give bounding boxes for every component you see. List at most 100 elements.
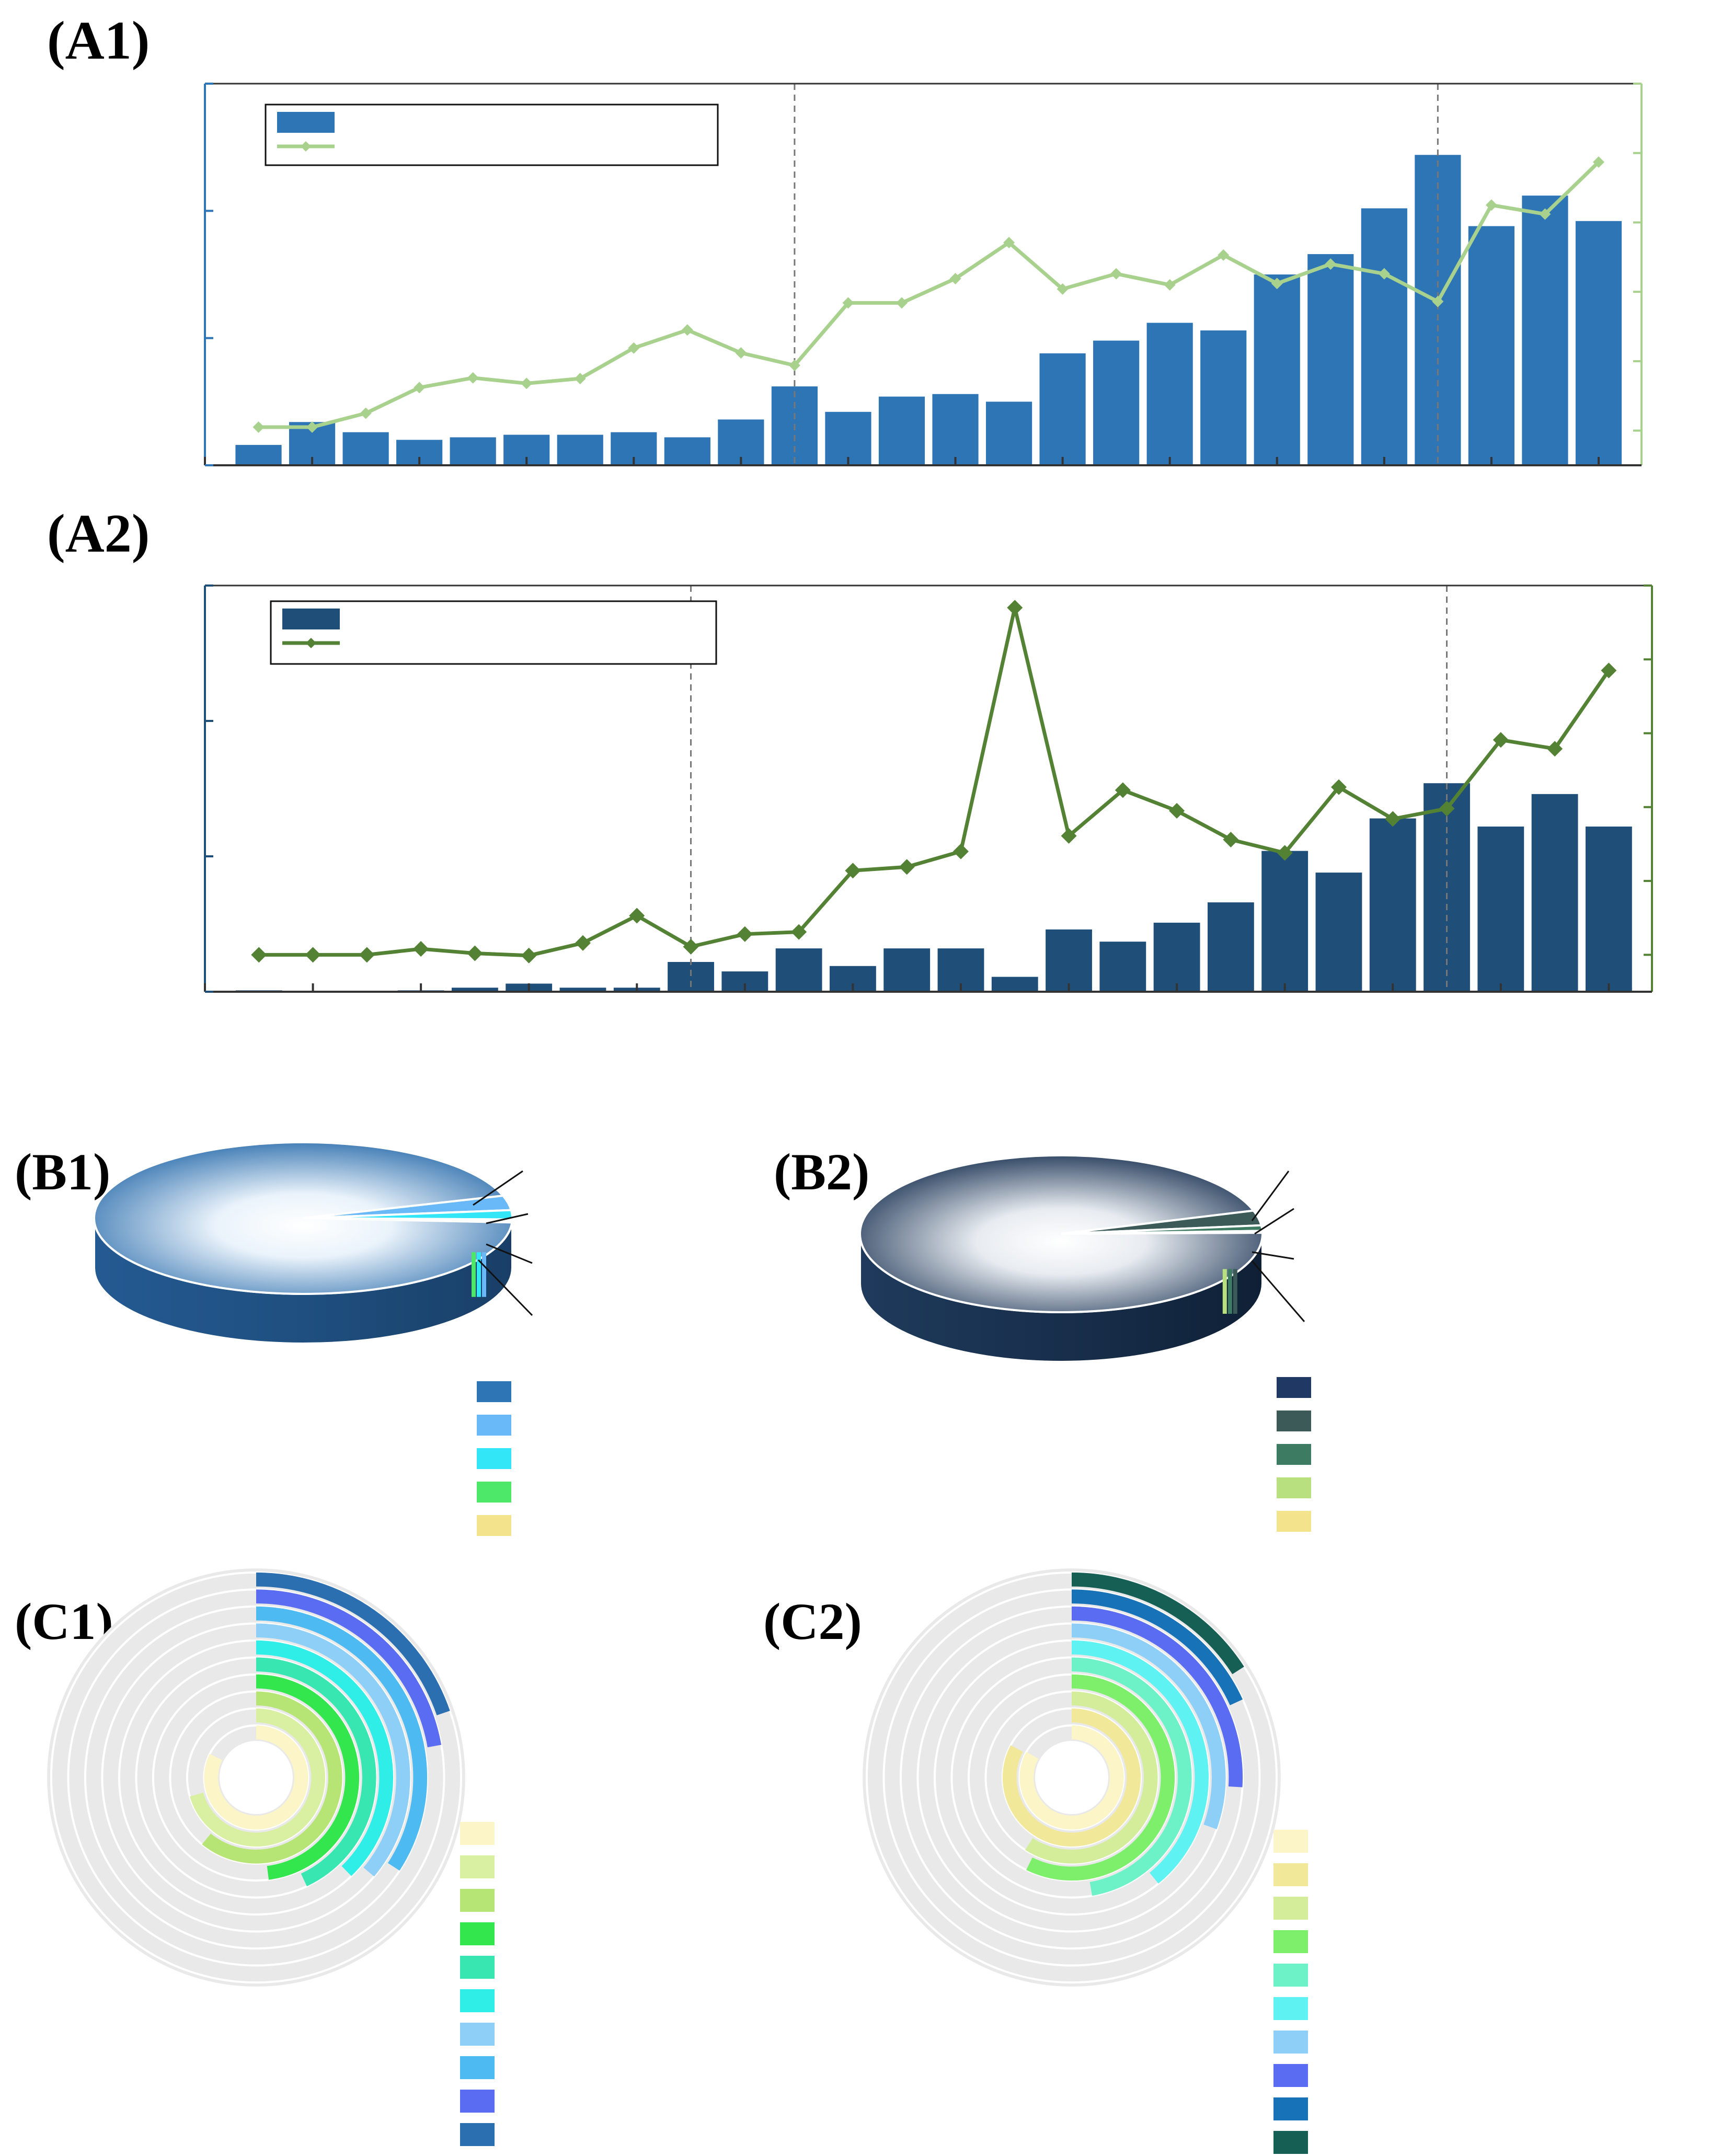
pie-side-sliver-3 xyxy=(472,1252,476,1297)
citation-point-2001 xyxy=(360,407,372,419)
bar-2024 xyxy=(1585,827,1632,992)
radial-bar-8 xyxy=(256,1589,442,1748)
citation-point-2016 xyxy=(1164,279,1176,291)
pie-legend-swatch-0 xyxy=(1277,1377,1311,1398)
panel-label-c2: (C2) xyxy=(763,1592,862,1650)
bar-2013 xyxy=(991,977,1038,992)
citation-point-2023 xyxy=(1547,741,1563,757)
chart-c1 xyxy=(47,1568,495,2146)
bar-2018 xyxy=(1261,851,1309,992)
legend-marker-citations xyxy=(301,141,311,152)
panel-label-b2: (B2) xyxy=(774,1143,869,1201)
radial-legend-swatch-8 xyxy=(460,2090,495,2113)
radial-legend-swatch-6 xyxy=(1273,2031,1308,2054)
citation-point-2006 xyxy=(628,342,640,354)
radial-bar-7 xyxy=(1071,1606,1243,1787)
citation-point-2009 xyxy=(791,924,807,940)
citation-point-2005 xyxy=(574,373,586,385)
citation-point-2013 xyxy=(1003,236,1015,248)
bar-2010 xyxy=(825,411,871,465)
chart-b1 xyxy=(93,1141,533,1536)
pie-leader-3 xyxy=(486,1243,533,1264)
citation-point-2019 xyxy=(1325,258,1337,270)
citation-point-2020 xyxy=(1385,811,1401,827)
radial-bar-0 xyxy=(204,1725,308,1830)
radial-legend-swatch-4 xyxy=(1273,1964,1308,1987)
pie-leader-1 xyxy=(473,1170,523,1206)
bar-2011 xyxy=(878,396,925,465)
citation-point-2024 xyxy=(1592,156,1604,168)
pie-side-sliver-2 xyxy=(477,1252,481,1297)
citation-point-2020 xyxy=(1378,268,1390,280)
bar-2007 xyxy=(668,962,714,992)
radial-bar-9 xyxy=(256,1572,450,1716)
legend-swatch-publications xyxy=(277,112,335,133)
citation-point-2009 xyxy=(788,359,800,371)
citation-point-1999 xyxy=(253,421,265,433)
bar-2005 xyxy=(559,988,606,992)
bar-2014 xyxy=(1039,353,1086,465)
citation-point-2008 xyxy=(735,347,747,359)
radial-bar-4 xyxy=(256,1657,376,1887)
pie-leader-2 xyxy=(486,1213,529,1224)
citation-point-2014 xyxy=(1057,283,1069,295)
radial-legend-swatch-3 xyxy=(1273,1930,1308,1953)
radial-legend-swatch-0 xyxy=(460,1822,495,1845)
legend-box xyxy=(270,600,717,665)
citation-point-2003 xyxy=(467,372,479,384)
citation-point-2018 xyxy=(1271,278,1283,290)
bar-2020 xyxy=(1369,818,1416,992)
citation-point-2011 xyxy=(896,297,908,309)
legend-swatch-publications xyxy=(282,609,340,629)
radial-bar-3 xyxy=(256,1674,360,1880)
radial-legend-swatch-4 xyxy=(460,1956,495,1979)
citation-point-2012 xyxy=(949,272,961,284)
radial-bar-0 xyxy=(1019,1725,1124,1830)
citation-point-2024 xyxy=(1601,662,1617,679)
citation-point-2017 xyxy=(1218,249,1230,261)
panel-label-a2: (A2) xyxy=(47,503,150,564)
citation-point-2017 xyxy=(1223,831,1239,847)
chart-a1 xyxy=(204,83,1643,466)
pie-legend-swatch-3 xyxy=(477,1482,511,1503)
radial-bar-6 xyxy=(1071,1623,1226,1829)
citation-point-2001 xyxy=(359,947,375,963)
chart-c2 xyxy=(863,1568,1308,2154)
legend-box xyxy=(265,104,719,166)
citation-point-2021 xyxy=(1432,295,1444,307)
bar-2005 xyxy=(557,434,603,465)
citation-point-2002 xyxy=(413,941,429,957)
pie-side-sliver-1 xyxy=(482,1252,486,1297)
bar-2018 xyxy=(1254,274,1300,465)
panel-label-a1: (A1) xyxy=(47,10,150,71)
pie-legend-swatch-0 xyxy=(477,1381,511,1402)
citation-point-1999 xyxy=(251,947,267,963)
citation-point-2015 xyxy=(1115,782,1131,798)
bar-2019 xyxy=(1307,254,1354,465)
pie-leader-2 xyxy=(1254,1208,1294,1235)
radial-center xyxy=(220,1741,293,1814)
radial-bar-3 xyxy=(1026,1674,1175,1880)
citation-point-2014 xyxy=(1061,828,1077,844)
citation-point-2013 xyxy=(1007,600,1023,616)
pie-slice-4 xyxy=(303,1217,513,1224)
bar-2016 xyxy=(1153,922,1200,992)
bar-2001 xyxy=(342,432,389,465)
pie-legend-swatch-2 xyxy=(1277,1444,1311,1465)
pie-slice-4 xyxy=(1061,1231,1264,1235)
radial-legend-swatch-9 xyxy=(1273,2131,1308,2154)
bar-2016 xyxy=(1146,323,1193,465)
pie-legend-swatch-1 xyxy=(1277,1410,1311,1431)
bar-2019 xyxy=(1315,873,1362,992)
bar-2012 xyxy=(932,394,979,465)
bar-2017 xyxy=(1200,330,1247,465)
citation-point-2012 xyxy=(952,843,969,859)
citation-point-2023 xyxy=(1539,208,1551,220)
citation-point-2004 xyxy=(521,377,533,389)
radial-bar-7 xyxy=(256,1606,428,1871)
radial-bar-9 xyxy=(1071,1572,1244,1675)
pie-legend-swatch-3 xyxy=(1277,1477,1311,1498)
bar-2024 xyxy=(1575,221,1622,465)
bar-2023 xyxy=(1531,794,1578,992)
radial-legend-swatch-5 xyxy=(460,1989,495,2012)
